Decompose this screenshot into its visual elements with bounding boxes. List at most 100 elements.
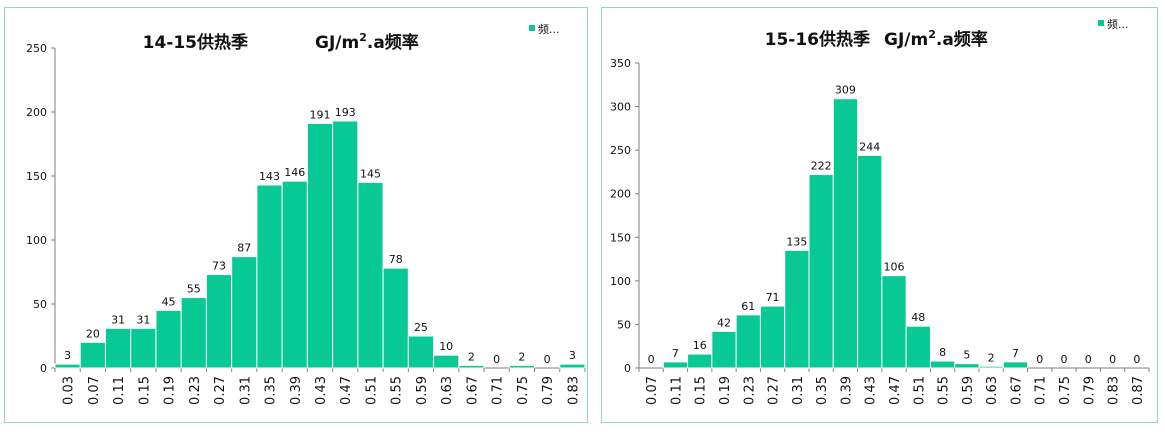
data-label: 0 (493, 353, 500, 366)
data-label: 0 (544, 353, 551, 366)
data-label: 2 (468, 350, 475, 363)
data-label: 2 (988, 351, 995, 364)
y-tick-label: 150 (610, 231, 631, 244)
chart-title-unit: GJ/m2.a频率 (884, 28, 988, 50)
legend-label: 频... (538, 22, 560, 36)
data-label: 8 (939, 346, 946, 359)
bar (736, 315, 760, 368)
x-tick-label: 0.27 (213, 376, 228, 405)
x-tick-label: 0.67 (1009, 376, 1024, 405)
data-label: 5 (963, 349, 970, 362)
chart-title-prefix: 15-16供热季 (765, 29, 870, 50)
legend-swatch (529, 25, 535, 31)
x-tick-label: 0.23 (742, 376, 757, 405)
data-label: 73 (212, 260, 226, 273)
x-tick-label: 0.67 (465, 376, 480, 405)
bar (257, 185, 282, 368)
x-tick-label: 0.35 (264, 376, 279, 405)
data-label: 0 (648, 353, 655, 366)
data-label: 10 (439, 340, 453, 353)
data-label: 222 (811, 160, 832, 173)
x-tick-label: 0.39 (839, 376, 854, 405)
data-label: 55 (187, 283, 201, 296)
x-tick-label: 0.71 (1034, 376, 1049, 405)
legend-swatch (1098, 20, 1104, 26)
data-label: 7 (672, 347, 679, 360)
x-tick-label: 0.19 (718, 376, 733, 405)
data-label: 146 (284, 166, 305, 179)
data-label: 71 (766, 291, 780, 304)
x-tick-label: 0.55 (937, 376, 952, 405)
x-tick-label: 0.31 (791, 376, 806, 405)
bar (882, 276, 906, 368)
y-tick-label: 100 (26, 234, 47, 247)
y-tick-label: 200 (26, 106, 47, 119)
chart-title-unit-tail: .a频率 (367, 32, 419, 53)
y-tick-label: 150 (26, 170, 47, 183)
chart-left-svg: 14-15供热季 GJ/m2.a频率频...05010015020025030.0… (5, 8, 589, 424)
x-tick-label: 0.03 (62, 376, 77, 405)
bar (906, 326, 930, 368)
data-label: 45 (162, 295, 176, 308)
data-label: 0 (1133, 353, 1140, 366)
bar (688, 354, 712, 368)
x-tick-label: 0.11 (669, 376, 684, 405)
bar (206, 275, 231, 368)
x-tick-label: 0.47 (888, 376, 903, 405)
data-label: 87 (237, 242, 251, 255)
data-label: 2 (518, 350, 525, 363)
data-label: 309 (835, 84, 856, 97)
data-label: 31 (136, 313, 150, 326)
y-tick-label: 250 (26, 42, 47, 55)
data-label: 145 (360, 167, 381, 180)
bar (663, 362, 687, 368)
x-tick-label: 0.27 (767, 376, 782, 405)
data-label: 0 (1109, 353, 1116, 366)
x-tick-label: 0.15 (137, 376, 152, 405)
chart-title-prefix: 14-15供热季 (143, 32, 248, 53)
x-tick-label: 0.59 (961, 376, 976, 405)
bar (760, 306, 784, 368)
x-tick-label: 0.83 (566, 376, 581, 405)
bar (785, 250, 809, 368)
bar (383, 268, 408, 368)
data-label: 143 (259, 170, 280, 183)
data-label: 20 (86, 327, 100, 340)
data-label: 106 (884, 261, 905, 274)
bar (282, 181, 307, 368)
x-tick-label: 0.11 (112, 376, 127, 405)
bar (105, 328, 130, 368)
bar (509, 365, 534, 368)
data-label: 31 (111, 313, 125, 326)
bar (833, 99, 857, 368)
y-tick-label: 350 (610, 57, 631, 70)
bar (408, 336, 433, 368)
x-tick-label: 0.23 (188, 376, 203, 405)
legend-label: 频... (1107, 17, 1129, 31)
x-tick-label: 0.87 (1131, 376, 1146, 405)
bar (80, 342, 105, 368)
bar (712, 331, 736, 368)
y-tick-label: 0 (40, 362, 47, 375)
y-tick-label: 50 (617, 318, 631, 331)
x-tick-label: 0.83 (1107, 376, 1122, 405)
chart-panel-left: 14-15供热季 GJ/m2.a频率 频... 0 50 100 150 200 250 3 0.0… (4, 7, 588, 423)
data-label: 78 (389, 253, 403, 266)
chart-title-unit-sup: 2 (928, 28, 936, 41)
data-label: 135 (786, 235, 807, 248)
chart-title-unit-main: GJ/m (884, 30, 928, 50)
x-tick-label: 0.79 (1082, 376, 1097, 405)
data-label: 0 (1036, 353, 1043, 366)
y-tick-label: 50 (33, 298, 47, 311)
x-tick-label: 0.55 (390, 376, 405, 405)
data-label: 193 (335, 106, 356, 119)
x-tick-label: 0.07 (87, 376, 102, 405)
data-label: 48 (911, 311, 925, 324)
x-tick-label: 0.15 (694, 376, 709, 405)
data-label: 61 (741, 300, 755, 313)
bar (979, 366, 1003, 368)
x-tick-label: 0.43 (314, 376, 329, 405)
bar (232, 257, 257, 368)
chart-panel-right: 15-16供热季 GJ/m2.a频率 频... 0 50 100 150 200 250 300 3… (601, 7, 1158, 423)
data-label: 0 (1061, 353, 1068, 366)
